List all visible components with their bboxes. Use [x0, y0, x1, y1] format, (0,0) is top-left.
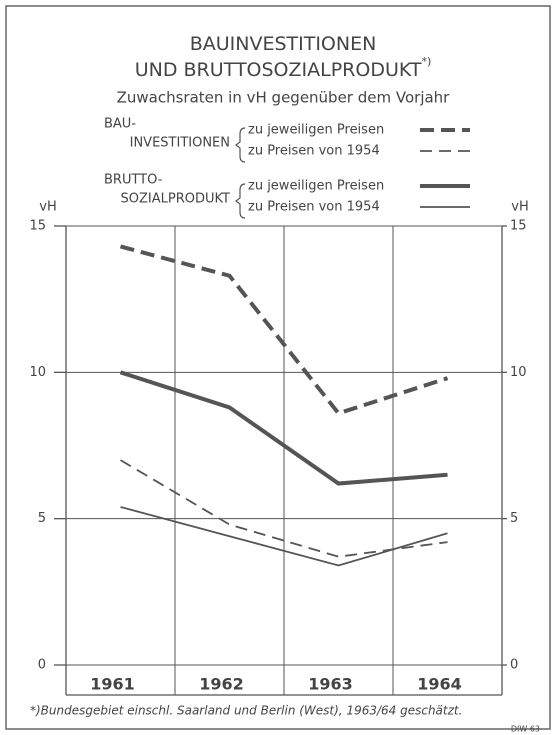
- legend-brace: [235, 183, 246, 219]
- legend-group-label: INVESTITIONEN: [130, 136, 230, 151]
- legend-label: zu Preisen von 1954: [248, 200, 380, 215]
- page-frame: [5, 5, 551, 730]
- x-tick-label: 1963: [308, 675, 353, 694]
- footnote: *)Bundesgebiet einschl. Saarland und Ber…: [30, 704, 462, 718]
- y-tick-label: 10: [29, 365, 46, 380]
- chart-subtitle: Zuwachsraten in vH gegenüber dem Vorjahr: [117, 89, 451, 107]
- legend-group-label: BRUTTO-: [104, 173, 163, 188]
- y2-tick-label: 15: [510, 219, 527, 234]
- y-axis-label: vH: [39, 200, 56, 215]
- data-line: [120, 506, 448, 567]
- y-tick-label: 5: [38, 511, 46, 526]
- chart-title: UND BRUTTOSOZIALPRODUKT*): [135, 55, 432, 81]
- chart-title: BAUINVESTITIONEN: [190, 33, 377, 55]
- y-tick-label: 15: [29, 219, 46, 234]
- y2-tick-label: 0: [510, 658, 518, 673]
- y2-tick-label: 5: [510, 511, 518, 526]
- y2-axis-label: vH: [511, 200, 528, 215]
- x-tick-label: 1964: [417, 675, 462, 694]
- source: DIW 63: [511, 725, 540, 734]
- legend-label: zu jeweiligen Preisen: [248, 123, 384, 138]
- legend-group-label: BAU-: [104, 117, 136, 132]
- data-line: [119, 370, 448, 486]
- data-line: [119, 244, 449, 416]
- x-tick-label: 1961: [90, 675, 135, 694]
- legend-group-label: SOZIALPRODUKT: [121, 192, 231, 207]
- y2-tick-label: 10: [510, 365, 527, 380]
- y-tick-label: 0: [38, 658, 46, 673]
- legend-brace: [235, 127, 246, 163]
- legend-label: zu jeweiligen Preisen: [248, 179, 384, 194]
- x-tick-label: 1962: [199, 675, 244, 694]
- legend-label: zu Preisen von 1954: [248, 144, 380, 159]
